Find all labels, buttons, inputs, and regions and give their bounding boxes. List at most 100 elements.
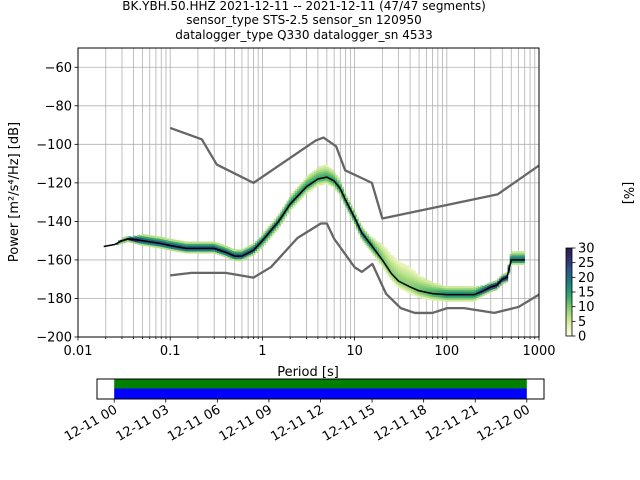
histogram-cell xyxy=(286,204,290,207)
histogram-cell xyxy=(476,286,479,289)
histogram-cell xyxy=(387,259,391,262)
histogram-cell xyxy=(452,297,456,300)
histogram-cell xyxy=(204,243,208,246)
histogram-cell xyxy=(391,276,395,279)
histogram-cell xyxy=(438,291,441,294)
histogram-cell xyxy=(273,222,277,225)
histogram-cell xyxy=(305,189,309,192)
histogram-cell xyxy=(240,251,243,254)
histogram-cell xyxy=(164,239,168,242)
histogram-cell xyxy=(341,186,344,190)
histogram-cell xyxy=(269,235,273,238)
new-high-noise-model-line xyxy=(169,126,539,220)
histogram-cell xyxy=(499,276,502,279)
histogram-cell xyxy=(168,248,172,251)
histogram-cell xyxy=(248,254,252,258)
histogram-cell xyxy=(156,236,159,239)
histogram-cell xyxy=(210,249,214,252)
histogram-cell xyxy=(294,202,298,205)
histogram-cell xyxy=(238,253,241,256)
histogram-cell xyxy=(444,291,448,294)
histogram-cell xyxy=(461,297,464,300)
histogram-cell xyxy=(457,297,460,300)
histogram-cell xyxy=(214,250,218,253)
histogram-cell xyxy=(259,239,262,242)
histogram-cell xyxy=(271,223,275,226)
histogram-cell xyxy=(513,257,517,260)
histogram-cell xyxy=(499,282,502,285)
title-line-1: BK.YBH.50.HHZ 2021-12-11 -- 2021-12-11 (… xyxy=(122,0,486,13)
histogram-cell xyxy=(465,285,469,289)
histogram-cell xyxy=(158,246,161,249)
histogram-cell xyxy=(427,282,431,285)
histogram-cell xyxy=(490,289,494,292)
histogram-cell xyxy=(149,242,153,246)
histogram-cell xyxy=(433,289,437,292)
histogram-cell xyxy=(320,175,323,178)
histogram-cell xyxy=(410,284,414,288)
histogram-cell xyxy=(412,293,416,296)
histogram-cell xyxy=(278,215,281,218)
histogram-cell xyxy=(379,244,382,248)
histogram-cell xyxy=(311,183,315,186)
histogram-cell xyxy=(425,293,429,296)
histogram-cell xyxy=(246,250,250,253)
histogram-cell xyxy=(334,176,338,180)
histogram-cell xyxy=(396,265,399,268)
histogram-cell xyxy=(236,258,239,262)
histogram-cell xyxy=(153,245,157,248)
histogram-cell xyxy=(438,285,441,288)
histogram-cell xyxy=(343,193,347,196)
histogram-cell xyxy=(347,207,351,210)
histogram-cell xyxy=(217,244,220,248)
histogram-cell xyxy=(402,280,406,284)
histogram-cell xyxy=(334,186,338,189)
histogram-cell xyxy=(515,251,519,254)
histogram-cell xyxy=(469,287,473,291)
histogram-cell xyxy=(143,241,147,245)
histogram-cell xyxy=(269,225,273,228)
histogram-cell xyxy=(198,249,201,252)
histogram-cell xyxy=(463,297,467,300)
histogram-cell xyxy=(179,244,182,247)
histogram-cell xyxy=(143,243,147,247)
histogram-cell xyxy=(233,253,237,256)
histogram-cell xyxy=(406,269,410,272)
histogram-cell xyxy=(356,216,359,219)
histogram-cell xyxy=(156,238,159,241)
histogram-cell xyxy=(305,175,309,179)
histogram-cell xyxy=(307,182,311,185)
histogram-cell xyxy=(164,247,168,250)
histogram-cell xyxy=(225,249,229,253)
histogram-cell xyxy=(353,223,357,226)
histogram-cell xyxy=(362,238,366,241)
histogram-cell xyxy=(311,171,315,174)
histogram-cell xyxy=(297,186,300,189)
histogram-cell xyxy=(290,206,294,210)
histogram-cell xyxy=(236,253,239,256)
histogram-cell xyxy=(444,299,448,302)
histogram-cell xyxy=(368,236,372,239)
histogram-cell xyxy=(391,270,395,273)
histogram-cell xyxy=(343,201,347,204)
histogram-cell xyxy=(244,255,248,258)
histogram-cell xyxy=(242,256,246,259)
histogram-cell xyxy=(442,297,446,300)
histogram-cell xyxy=(467,297,471,300)
histogram-cell xyxy=(316,176,319,179)
histogram-cell xyxy=(177,249,180,253)
histogram-cell xyxy=(429,284,433,287)
x-tick-label: 0.01 xyxy=(64,344,93,359)
histogram-cell xyxy=(208,251,212,254)
histogram-cell xyxy=(501,281,504,285)
x-tick-label: 1000 xyxy=(522,344,555,359)
histogram-cell xyxy=(503,275,507,278)
histogram-cell xyxy=(473,291,477,294)
histogram-cell xyxy=(328,179,332,182)
psd-mode-line xyxy=(103,176,525,296)
histogram-cell xyxy=(419,280,422,283)
histogram-cell xyxy=(322,178,326,181)
histogram-cell xyxy=(261,245,264,248)
histogram-cell xyxy=(358,228,361,232)
histogram-cell xyxy=(164,237,168,241)
